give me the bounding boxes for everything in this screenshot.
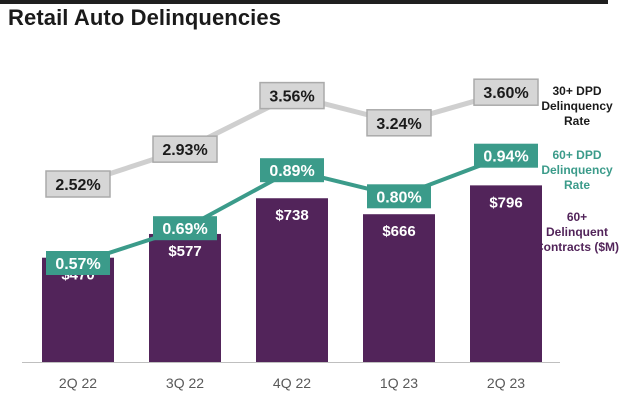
rate60-point-3 [367,184,431,209]
bar-2 [256,198,328,362]
rate60-label-3: 0.80% [376,189,421,206]
legend-30-dpd-rate: 30+ DPD Delinquency Rate [541,84,613,128]
rate30-label-1: 2.93% [162,142,207,159]
x-tick-label-1: 3Q 22 [166,375,204,391]
rate60-label-0: 0.57% [55,256,100,273]
bar-label-3: $666 [382,223,415,240]
bar-3 [363,214,435,362]
rate60-label-4: 0.94% [483,149,528,166]
rate60-point-1 [153,216,217,241]
x-tick-label-2: 4Q 22 [273,375,311,391]
rate30-point-2 [259,81,325,110]
bar-label-2: $738 [275,207,308,224]
bar-1 [149,233,221,362]
bar-0 [42,257,114,362]
bar-label-1: $577 [168,243,201,260]
legend-60-dpd-rate: 60+ DPD Delinquency Rate [541,148,613,192]
rate30-point-0 [45,170,111,198]
rate30-point-3 [366,109,432,137]
title-rule [0,0,608,4]
rate60-label-1: 0.69% [162,221,207,238]
x-tick-label-4: 2Q 23 [487,375,525,391]
rate30-label-3: 3.24% [376,116,421,133]
rate30-label-2: 3.56% [269,89,314,106]
bar-label-4: $796 [489,194,522,211]
x-tick-label-3: 1Q 23 [380,375,418,391]
rate60-label-2: 0.89% [269,163,314,180]
rate30-label-0: 2.52% [55,177,100,194]
rate30-label-4: 3.60% [483,85,528,102]
rate30-point-1 [152,135,218,163]
chart-title: Retail Auto Delinquencies [8,5,282,30]
rate30-point-4 [473,78,539,106]
legend-60-delinquent-contracts: 60+ Delinquent Contracts ($M) [534,210,619,254]
bar-4 [470,185,542,362]
rate60-point-0 [46,251,110,275]
rate60-point-4 [474,143,538,168]
x-tick-label-0: 2Q 22 [59,375,97,391]
rate60-point-2 [260,158,324,183]
